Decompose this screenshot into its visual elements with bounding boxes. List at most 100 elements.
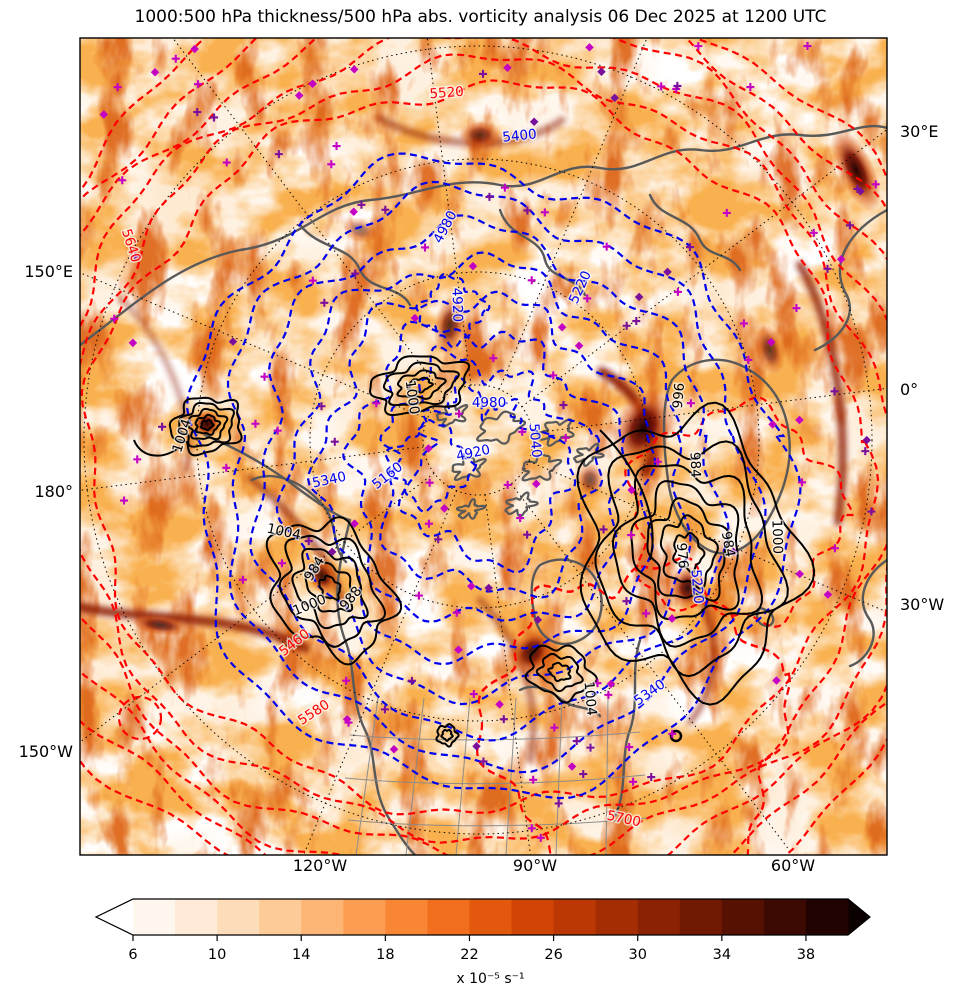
vort-max-plus-icon — [653, 457, 662, 466]
vort-max-diamond-icon — [533, 615, 543, 625]
vort-max-diamond-icon — [729, 547, 738, 557]
vort-max-diamond-icon — [768, 420, 777, 429]
vort-max-diamond-icon — [389, 744, 399, 754]
vort-max-plus-icon — [602, 242, 611, 251]
vort-max-plus-icon — [518, 427, 527, 436]
colorbar-tick-label: 6 — [128, 947, 137, 963]
vort-max-plus-icon — [308, 276, 317, 285]
vort-max-plus-icon — [131, 252, 140, 261]
vort-max-diamond-icon — [766, 337, 776, 347]
colorbar-tick-label: 26 — [544, 947, 562, 963]
vort-max-diamond-icon — [128, 338, 138, 348]
vort-max-plus-icon — [550, 723, 559, 732]
vort-max-plus-icon — [499, 715, 508, 724]
colorbar-under-arrow — [96, 899, 133, 935]
colorbar-band — [469, 899, 513, 935]
vort-max-diamond-icon — [795, 569, 804, 579]
vort-max-plus-icon — [599, 525, 608, 534]
vort-max-plus-icon — [332, 142, 341, 151]
vort-max-diamond-icon — [350, 65, 359, 74]
colorbar-band — [175, 899, 218, 935]
vort-max-plus-icon — [685, 243, 694, 252]
vort-max-plus-icon — [622, 597, 631, 606]
cold-thickness-contours — [186, 152, 802, 800]
colorbar-band — [679, 899, 723, 935]
vort-max-plus-icon — [823, 264, 832, 273]
mslp-contour-label: 1000 — [768, 519, 785, 554]
vort-max-diamond-icon — [467, 581, 476, 591]
colorbar-band — [511, 899, 555, 935]
mslp-contour-label: 976 — [673, 542, 691, 569]
vort-max-plus-icon — [673, 287, 682, 296]
vort-max-plus-icon — [420, 243, 429, 252]
vort-max-plus-icon — [527, 276, 536, 285]
colorbar-band — [721, 899, 765, 935]
vort-max-plus-icon — [523, 206, 532, 215]
vort-max-plus-icon — [407, 676, 416, 685]
vort-max-plus-icon — [277, 559, 286, 568]
vorticity-markers — [99, 42, 880, 842]
vort-max-plus-icon — [479, 757, 488, 766]
vort-max-plus-icon — [642, 609, 651, 618]
vort-max-plus-icon — [536, 833, 545, 842]
vort-max-plus-icon — [739, 319, 748, 328]
vort-max-plus-icon — [629, 777, 638, 786]
grid-label-left: 180° — [34, 482, 73, 501]
vort-max-plus-icon — [809, 228, 818, 237]
vort-max-diamond-icon — [349, 207, 358, 217]
vort-max-plus-icon — [113, 83, 122, 92]
map-frame — [79, 37, 888, 856]
vort-max-plus-icon — [500, 183, 509, 192]
colorbar-band — [553, 899, 597, 935]
vort-max-diamond-icon — [606, 679, 616, 689]
vort-max-plus-icon — [625, 743, 634, 752]
colorbar-band — [805, 899, 849, 935]
vort-max-diamond-icon — [503, 63, 512, 72]
vort-max-diamond-icon — [228, 337, 238, 346]
vort-max-diamond-icon — [667, 614, 677, 623]
vort-max-diamond-icon — [823, 590, 833, 599]
vort-max-plus-icon — [317, 402, 326, 411]
thickness-contour-label: 5220 — [688, 569, 707, 605]
vort-max-diamond-icon — [454, 645, 463, 655]
vort-max-plus-icon — [523, 530, 532, 539]
colorbar-band — [133, 899, 176, 935]
vort-max-plus-icon — [304, 537, 313, 546]
vort-max-plus-icon — [830, 387, 839, 396]
vort-max-plus-icon — [673, 81, 682, 90]
vort-max-plus-icon — [320, 298, 329, 307]
vort-max-diamond-icon — [663, 267, 672, 277]
vort-max-plus-icon — [260, 372, 269, 381]
mslp-contour-label: 996 — [670, 382, 688, 409]
vort-max-plus-icon — [327, 160, 336, 169]
vort-max-plus-icon — [158, 422, 167, 431]
vort-max-plus-icon — [485, 192, 494, 201]
vort-max-diamond-icon — [574, 341, 584, 351]
vort-max-plus-icon — [194, 80, 203, 89]
vort-max-plus-icon — [593, 679, 602, 688]
grid-label-right: 30°W — [900, 595, 944, 614]
vort-max-plus-icon — [414, 591, 423, 600]
thickness-contour-label: 5040 — [526, 423, 545, 459]
vort-max-plus-icon — [540, 208, 549, 217]
vort-max-plus-icon — [120, 496, 129, 505]
vort-max-diamond-icon — [634, 292, 644, 302]
vort-max-plus-icon — [527, 824, 536, 833]
mslp-contour-label: 984 — [687, 452, 704, 478]
vort-max-plus-icon — [330, 437, 339, 446]
vort-max-plus-icon — [478, 69, 487, 78]
vort-max-plus-icon — [118, 176, 127, 185]
vort-max-plus-icon — [746, 83, 755, 92]
vort-max-plus-icon — [469, 690, 478, 699]
vort-max-plus-icon — [273, 426, 282, 435]
vort-max-plus-icon — [380, 705, 389, 714]
thickness-contour-label: 4920 — [448, 287, 465, 322]
thickness-contour-label: 5520 — [429, 84, 464, 102]
vort-max-plus-icon — [171, 54, 180, 63]
vort-max-diamond-icon — [484, 583, 493, 593]
colorbar-tick-label: 18 — [376, 947, 394, 963]
vort-max-diamond-icon — [472, 742, 481, 751]
